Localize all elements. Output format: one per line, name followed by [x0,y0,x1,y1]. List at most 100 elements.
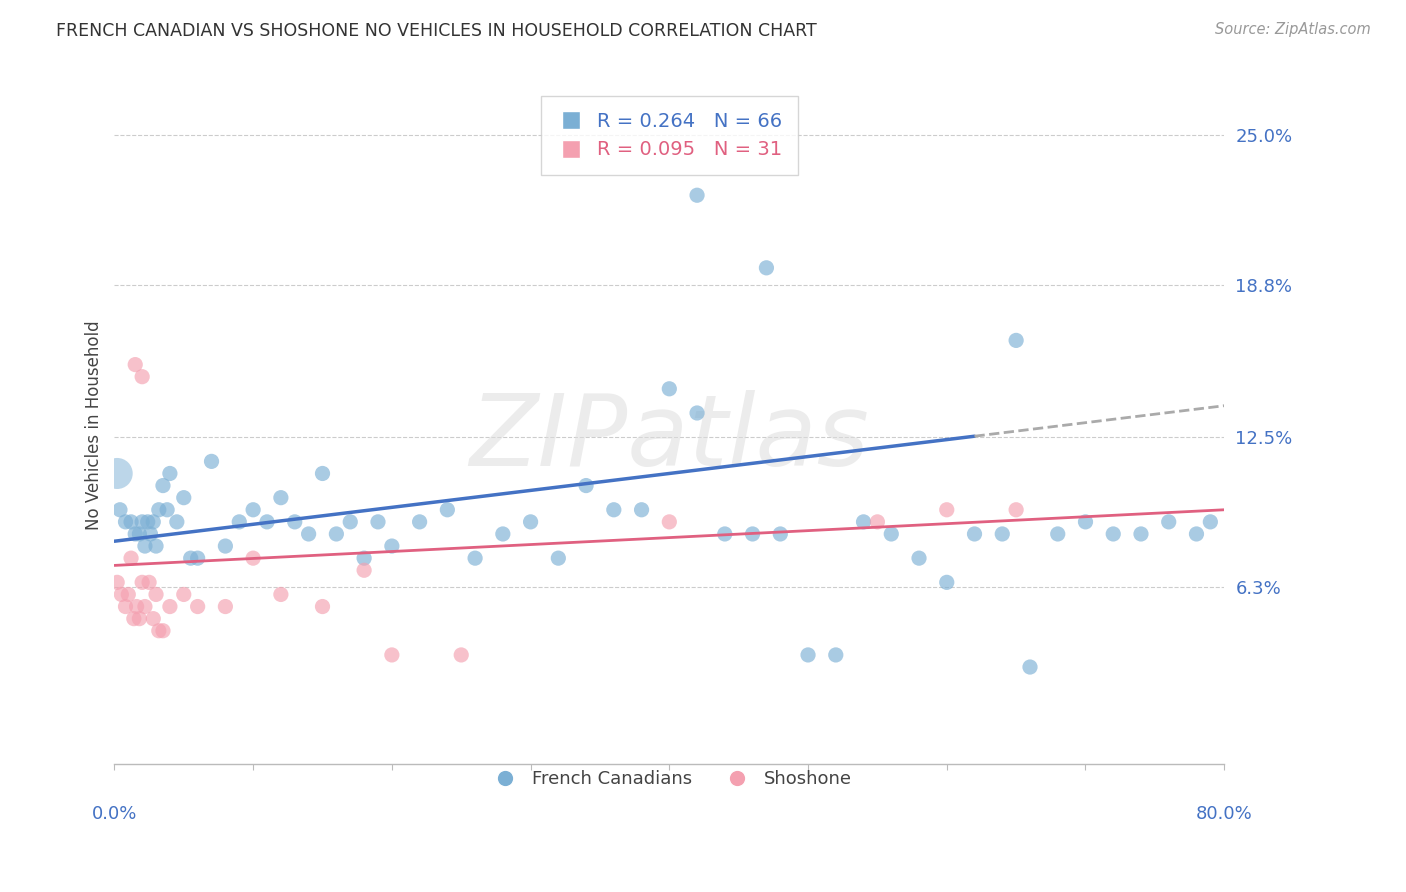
Point [575,478,598,492]
Point [120,515,142,529]
Point [117,587,139,601]
Point [159,599,181,614]
Point [367,515,389,529]
Point [105,575,128,590]
Point [124,527,146,541]
Point [686,406,709,420]
Y-axis label: No Vehicles in Household: No Vehicles in Household [86,320,103,530]
Point [152,478,174,492]
Point [436,502,458,516]
Legend: French Canadians, Shoshone: French Canadians, Shoshone [479,763,859,796]
Point [797,648,820,662]
Point [173,491,195,505]
Point [408,515,430,529]
Point [114,515,136,529]
Text: 0.0%: 0.0% [91,805,138,823]
Point [935,502,957,516]
Point [824,648,846,662]
Point [242,502,264,516]
Point [242,551,264,566]
Point [714,527,737,541]
Point [755,260,778,275]
Point [1157,515,1180,529]
Point [991,527,1014,541]
Point [256,515,278,529]
Point [180,551,202,566]
Point [1185,527,1208,541]
Point [381,648,404,662]
Point [1199,515,1222,529]
Point [120,551,142,566]
Point [114,599,136,614]
Point [603,502,626,516]
Point [139,527,162,541]
Point [963,527,986,541]
Point [935,575,957,590]
Point [148,502,170,516]
Point [105,467,128,481]
Point [228,515,250,529]
Point [214,539,236,553]
Point [138,575,160,590]
Point [741,527,763,541]
Text: FRENCH CANADIAN VS SHOSHONE NO VEHICLES IN HOUSEHOLD CORRELATION CHART: FRENCH CANADIAN VS SHOSHONE NO VEHICLES … [56,22,817,40]
Point [145,587,167,601]
Point [145,539,167,553]
Point [353,563,375,577]
Point [450,648,472,662]
Point [311,599,333,614]
Point [142,515,165,529]
Point [1130,527,1153,541]
Point [173,587,195,601]
Point [122,612,145,626]
Point [880,527,903,541]
Point [1005,334,1028,348]
Point [325,527,347,541]
Point [284,515,307,529]
Point [908,551,931,566]
Point [187,551,209,566]
Point [125,599,148,614]
Point [128,527,150,541]
Point [134,539,156,553]
Point [270,491,292,505]
Point [1102,527,1125,541]
Point [156,502,179,516]
Point [166,515,188,529]
Point [658,382,681,396]
Point [131,515,153,529]
Text: Source: ZipAtlas.com: Source: ZipAtlas.com [1215,22,1371,37]
Point [1046,527,1069,541]
Point [866,515,889,529]
Point [547,551,569,566]
Point [108,502,131,516]
Point [686,188,709,202]
Point [353,551,375,566]
Point [1019,660,1042,674]
Point [148,624,170,638]
Point [136,515,159,529]
Point [142,612,165,626]
Point [131,575,153,590]
Point [852,515,875,529]
Point [214,599,236,614]
Point [134,599,156,614]
Point [630,502,652,516]
Point [110,587,132,601]
Text: ZIPatlas: ZIPatlas [470,390,869,487]
Point [339,515,361,529]
Point [124,358,146,372]
Point [519,515,541,529]
Point [200,454,222,468]
Point [658,515,681,529]
Point [464,551,486,566]
Point [492,527,515,541]
Point [381,539,404,553]
Point [311,467,333,481]
Point [187,599,209,614]
Point [1005,502,1028,516]
Text: 80.0%: 80.0% [1197,805,1253,823]
Point [298,527,321,541]
Point [1074,515,1097,529]
Point [131,369,153,384]
